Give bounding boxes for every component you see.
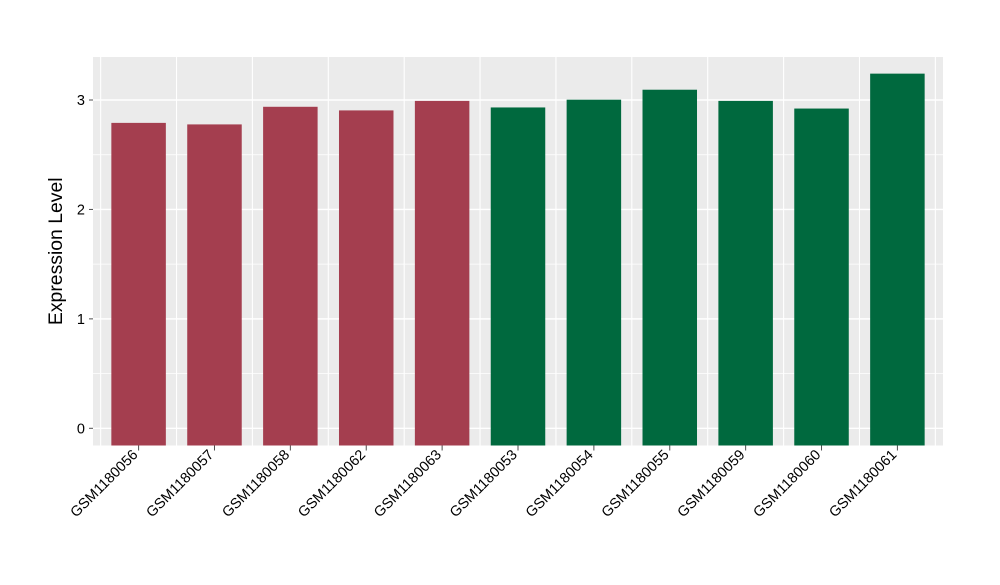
svg-text:GSM1180059: GSM1180059 xyxy=(675,447,749,521)
svg-text:Expression Level: Expression Level xyxy=(45,177,67,325)
svg-text:GSM1180057: GSM1180057 xyxy=(143,447,217,521)
svg-text:GSM1180061: GSM1180061 xyxy=(826,447,900,521)
svg-text:0: 0 xyxy=(77,421,85,437)
svg-text:GSM1180055: GSM1180055 xyxy=(599,447,673,521)
svg-text:GSM1180058: GSM1180058 xyxy=(219,447,293,521)
svg-text:GSM1180060: GSM1180060 xyxy=(751,447,825,521)
svg-text:GSM1180063: GSM1180063 xyxy=(371,447,445,521)
svg-text:1: 1 xyxy=(77,312,85,328)
svg-text:GSM1180053: GSM1180053 xyxy=(447,447,521,521)
svg-text:3: 3 xyxy=(77,93,85,109)
svg-text:GSM1180054: GSM1180054 xyxy=(523,447,597,521)
svg-text:GSM1180062: GSM1180062 xyxy=(295,447,369,521)
svg-text:2: 2 xyxy=(77,202,85,218)
svg-text:GSM1180056: GSM1180056 xyxy=(68,447,142,521)
